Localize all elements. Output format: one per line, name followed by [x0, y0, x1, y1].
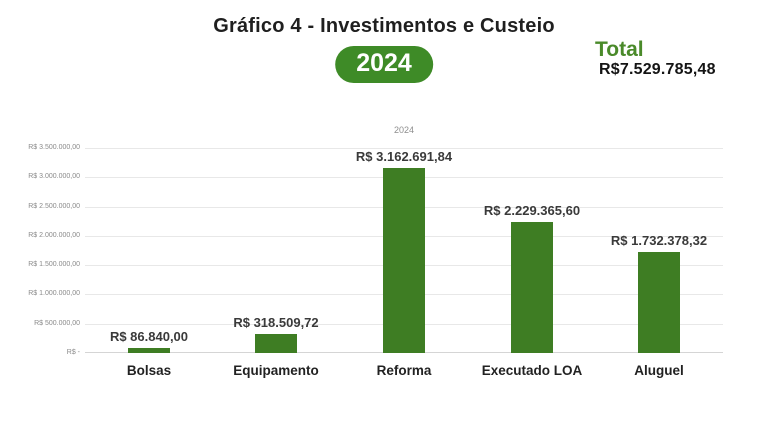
category-label: Aluguel [634, 363, 684, 378]
bar-value-label: R$ 318.509,72 [233, 315, 319, 330]
x-axis-labels: Bolsas Equipamento Reforma Executado LOA Alu… [85, 363, 723, 383]
category-label: Equipamento [233, 363, 319, 378]
category-label: Reforma [376, 363, 432, 378]
y-axis-tick-label: R$ 1.000.000,00 [28, 290, 80, 297]
bar-value-label: R$ 2.229.365,60 [483, 203, 581, 218]
y-axis-tick-label: R$ 500.000,00 [34, 320, 80, 327]
y-axis-tick-label: R$ - [66, 349, 80, 356]
year-badge: 2024 [335, 46, 433, 83]
y-axis-tick-label: R$ 2.500.000,00 [28, 203, 80, 210]
y-axis: R$ 3.500.000,00 R$ 3.000.000,00 R$ 2.500.0… [0, 144, 80, 356]
bar-value-label: R$ 3.162.691,84 [355, 149, 453, 164]
chart-title: Gráfico 4 - Investimentos e Custeio [213, 15, 555, 37]
bar [128, 348, 170, 353]
y-axis-tick-label: R$ 3.500.000,00 [28, 144, 80, 151]
total-value: R$7.529.785,48 [599, 61, 716, 78]
total-label: Total [595, 38, 644, 61]
series-legend: 2024 [393, 125, 415, 135]
category-label: Bolsas [126, 363, 172, 378]
gridline [85, 148, 723, 149]
category-label: Executado LOA [481, 363, 583, 378]
bar-value-label: R$ 86.840,00 [109, 329, 189, 344]
y-axis-tick-label: R$ 1.500.000,00 [28, 261, 80, 268]
bar [255, 334, 297, 353]
bar [638, 252, 680, 353]
bar [383, 168, 425, 353]
bar [511, 222, 553, 353]
y-axis-tick-label: R$ 3.000.000,00 [28, 173, 80, 180]
y-axis-tick-label: R$ 2.000.000,00 [28, 232, 80, 239]
bar-value-label: R$ 1.732.378,32 [610, 233, 708, 248]
plot-area: R$ 86.840,00 R$ 318.509,72 R$ 3.162.691,84… [85, 148, 723, 353]
